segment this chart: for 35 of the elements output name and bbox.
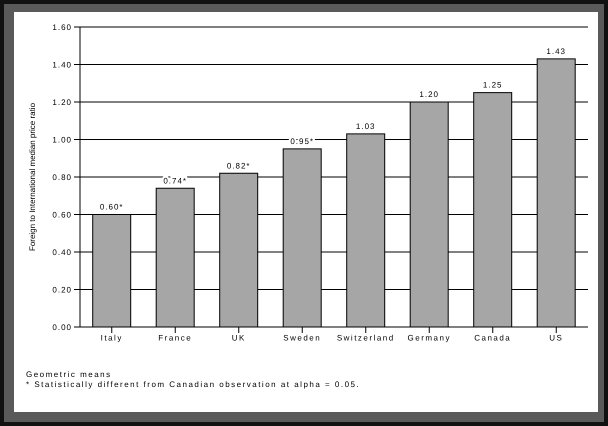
bar <box>156 188 195 327</box>
data-label: 1.20 <box>419 90 439 99</box>
y-tick-label: 0.40 <box>52 248 72 257</box>
bar <box>473 92 512 327</box>
bar <box>282 148 322 327</box>
y-tick-label: 1.40 <box>52 60 72 70</box>
y-tick-label: 0.00 <box>52 322 72 332</box>
bar <box>219 172 258 327</box>
x-tick-label: UK <box>232 334 246 343</box>
x-tick-label: Sweden <box>283 334 322 343</box>
y-axis-title: Foreign to International median price ratio <box>28 102 37 252</box>
bar <box>410 102 449 327</box>
y-tick-label: 1.00 <box>52 135 72 144</box>
y-tick-label: 0.80 <box>52 172 72 182</box>
x-tick-label: Germany <box>408 334 451 343</box>
bar <box>536 58 576 327</box>
text: Geometric means <box>26 370 113 380</box>
x-tick-label: US <box>549 334 564 343</box>
x-tick-label: Italy <box>100 334 123 343</box>
text: * Statistically different from Canadian observation at alpha = 0.05. <box>26 380 362 390</box>
y-tick-label: 1.60 <box>52 22 72 32</box>
data-label: 1.03 <box>356 122 376 131</box>
data-label: 0.82* <box>226 161 251 170</box>
data-label: 0.60* <box>100 202 124 212</box>
data-label: 0.74* <box>163 176 188 186</box>
x-tick-label: Switzerland <box>336 334 395 343</box>
data-label: 1.25 <box>482 80 502 90</box>
x-tick-label: Canada <box>474 334 512 343</box>
y-tick-label: 0.20 <box>52 285 72 294</box>
bar <box>346 133 386 327</box>
bar <box>92 214 132 327</box>
data-label: 1.43 <box>546 46 566 56</box>
x-tick-label: France <box>158 334 192 343</box>
y-tick-label: 1.20 <box>52 98 72 107</box>
y-tick-label: 0.60 <box>52 210 72 220</box>
